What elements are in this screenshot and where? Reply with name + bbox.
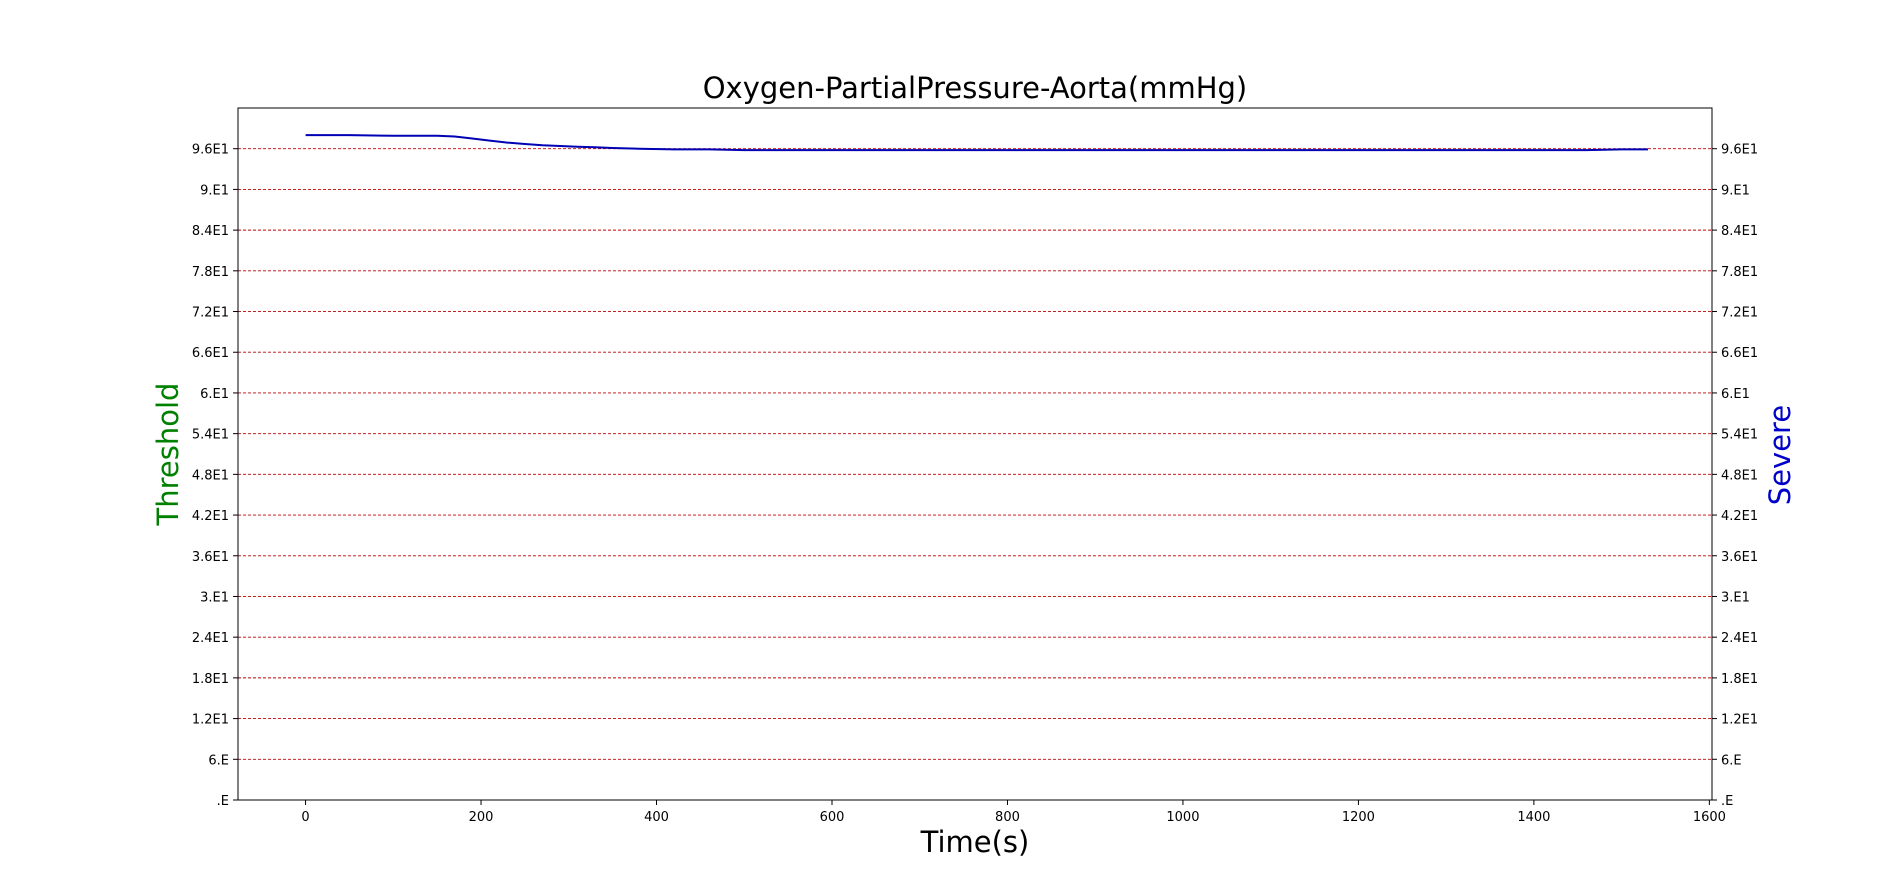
y-tick-label-left: 6.E1 xyxy=(200,387,229,402)
y-tick-label-right: 8.4E1 xyxy=(1721,224,1758,239)
y-tick-label-left: 8.4E1 xyxy=(192,224,229,239)
y-tick-label-left: 9.6E1 xyxy=(192,143,229,158)
y-tick-label-right: 9.6E1 xyxy=(1721,143,1758,158)
y-tick-label-right: 3.6E1 xyxy=(1721,550,1758,565)
y-tick-label-left: 9.E1 xyxy=(200,183,229,198)
y-tick-label-right: 7.8E1 xyxy=(1721,265,1758,280)
y-tick-label-left: 4.2E1 xyxy=(192,509,229,524)
y-tick-label-left: 3.6E1 xyxy=(192,550,229,565)
grid-layer xyxy=(238,148,1712,760)
y-tick-label-left: 3.E1 xyxy=(200,590,229,605)
ticks-layer: .E .E 6.E 6.E 1.2E1 1.2E1 1.8E1 1.8E1 2.4E1 2.4E1… xyxy=(192,143,1758,825)
y-tick-label-left: 6.E xyxy=(208,753,229,768)
y-tick-label-right: 7.2E1 xyxy=(1721,306,1758,321)
series-line xyxy=(305,134,1648,152)
y-tick-label-left: 1.8E1 xyxy=(192,672,229,687)
y-tick-label-right: 6.E xyxy=(1721,753,1742,768)
y-tick-label-left: 2.4E1 xyxy=(192,631,229,646)
y-tick-label-left: .E xyxy=(217,794,229,809)
chart-title: Oxygen-PartialPressure-Aorta(mmHg) xyxy=(703,71,1248,105)
x-tick-label: 1400 xyxy=(1517,810,1550,825)
series-layer xyxy=(305,134,1648,152)
y-tick-label-left: 7.8E1 xyxy=(192,265,229,280)
y-tick-label-right: 4.2E1 xyxy=(1721,509,1758,524)
x-tick-label: 1000 xyxy=(1166,810,1199,825)
y-tick-label-right: 1.2E1 xyxy=(1721,713,1758,728)
y-tick-label-right: 5.4E1 xyxy=(1721,428,1758,443)
x-tick-label: 800 xyxy=(995,810,1020,825)
x-tick-label: 600 xyxy=(820,810,845,825)
x-tick-label: 400 xyxy=(644,810,669,825)
y-axis-label-left: Threshold xyxy=(151,383,185,527)
y-tick-label-right: 6.E1 xyxy=(1721,387,1750,402)
y-tick-label-right: 6.6E1 xyxy=(1721,346,1758,361)
x-tick-label: 0 xyxy=(301,810,309,825)
y-tick-label-left: 7.2E1 xyxy=(192,306,229,321)
x-tick-label: 200 xyxy=(469,810,494,825)
y-tick-label-right: 4.8E1 xyxy=(1721,468,1758,483)
y-tick-label-right: 2.4E1 xyxy=(1721,631,1758,646)
y-tick-label-right: 3.E1 xyxy=(1721,590,1750,605)
y-tick-label-left: 4.8E1 xyxy=(192,468,229,483)
y-tick-label-left: 6.6E1 xyxy=(192,346,229,361)
y-tick-label-left: 1.2E1 xyxy=(192,713,229,728)
x-axis-label: Time(s) xyxy=(920,825,1030,859)
x-tick-label: 1200 xyxy=(1342,810,1375,825)
y-tick-label-left: 5.4E1 xyxy=(192,428,229,443)
x-tick-label: 1600 xyxy=(1693,810,1726,825)
y-tick-label-right: 1.8E1 xyxy=(1721,672,1758,687)
plot-frame xyxy=(237,107,1713,801)
y-tick-label-right: .E xyxy=(1721,794,1733,809)
y-tick-label-right: 9.E1 xyxy=(1721,183,1750,198)
y-axis-label-right: Severe xyxy=(1763,405,1797,505)
